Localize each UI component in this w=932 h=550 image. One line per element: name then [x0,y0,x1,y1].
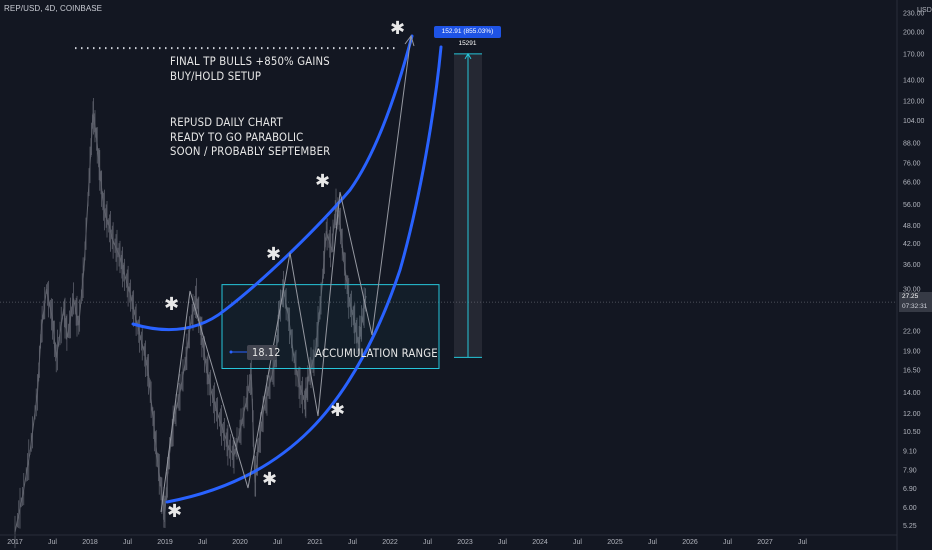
symbol-header[interactable]: REP/USD, 4D, COINBASE [4,4,103,13]
range-low-label: 18.12 [252,346,281,359]
y-tick-label: 10.50 [903,429,921,436]
final-tp-line-1: FINAL TP BULLS +850% GAINS [170,54,330,68]
star-marker-1: ✱ [390,18,406,39]
x-tick-label: Jul [123,539,132,546]
y-tick-label: 170.00 [903,51,925,58]
measure-arrow [464,52,472,60]
x-tick-label: 2021 [307,539,323,546]
final-tp-line-2: BUY/HOLD SETUP [170,68,262,83]
y-tick-label: 16.50 [903,368,921,375]
x-tick-label: 2022 [382,539,398,546]
x-tick-label: 2020 [232,539,248,546]
x-tick-label: Jul [498,539,507,546]
x-tick-label: 2018 [82,539,98,546]
x-tick-label: Jul [423,539,432,546]
star-marker-4: ✱ [164,294,180,315]
description-note: REPUSD DAILY CHART READY TO GO PARABOLIC… [170,115,330,159]
star-marker-5: ✱ [330,400,346,421]
y-tick-label: 14.00 [903,390,921,397]
y-tick-label: 9.10 [903,448,917,455]
x-tick-label: 2024 [532,539,548,546]
y-tick-label: 36.00 [903,262,921,269]
projection-path [160,35,412,513]
star-marker-6: ✱ [262,469,278,490]
description-line-3: SOON / PROBABLY SEPTEMBER [170,144,331,158]
y-tick-label: 200.00 [903,29,925,36]
description-line-1: REPUSD DAILY CHART [170,115,283,129]
range-low-badge[interactable] [247,345,277,360]
y-tick-label: 30.00 [903,287,921,294]
x-tick-label: Jul [198,539,207,546]
y-tick-label: 48.00 [903,223,921,230]
x-tick-label: 2017 [7,539,23,546]
y-tick-label: 104.00 [903,118,925,125]
price-axis: 230.00 200.00 170.00 140.00 120.00 104.00 88.0… [896,0,932,550]
y-tick-label: 22.00 [903,329,921,336]
y-tick-label: 66.00 [903,180,921,187]
x-tick-label: 2019 [157,539,173,546]
description-line-2: READY TO GO PARABOLIC [170,129,304,144]
measure-label[interactable]: 152.91 (855.03%) 15291 [434,26,501,47]
y-tick-label: 6.90 [903,486,917,493]
final-tp-note: FINAL TP BULLS +850% GAINS BUY/HOLD SETU… [170,54,330,83]
y-unit-label: USD [917,7,932,14]
accumulation-range-label: ACCUMULATION RANGE [315,346,438,360]
x-tick-label: 2026 [682,539,698,546]
y-tick-label: 140.00 [903,78,925,85]
projection-arrow [404,34,415,47]
x-tick-label: Jul [798,539,807,546]
y-tick-label: 42.00 [903,241,921,248]
x-tick-label: Jul [648,539,657,546]
x-tick-label: 2023 [457,539,473,546]
range-low-dot [229,350,233,354]
y-tick-label: 19.00 [903,349,921,356]
current-price-tag: 27.25 [899,292,932,302]
y-tick-label: 230.00 [903,10,925,17]
x-tick-label: Jul [273,539,282,546]
y-tick-label: 12.00 [903,411,921,418]
y-tick-label: 88.00 [903,141,921,148]
star-marker-2: ✱ [315,171,331,192]
chart-overlays [0,34,897,513]
x-tick-label: Jul [573,539,582,546]
x-tick-label: Jul [48,539,57,546]
price-series [14,97,367,549]
x-tick-label: 2025 [607,539,623,546]
y-tick-label: 76.00 [903,161,921,168]
y-tick-label: 120.00 [903,99,925,106]
parabolic-curve-1 [131,34,414,332]
star-marker-7: ✱ [167,501,183,522]
x-tick-label: Jul [348,539,357,546]
y-tick-label: 56.00 [903,202,921,209]
x-tick-label: 2027 [757,539,773,546]
time-axis: 2017 Jul 2018 Jul 2019 Jul 2020 Jul 2021 Jul 2022 J… [0,534,897,546]
x-tick-label: Jul [723,539,732,546]
y-tick-label: 6.00 [903,505,917,512]
y-tick-label: 5.25 [903,523,917,530]
star-marker-3: ✱ [266,244,282,265]
countdown-tag: 07:32:31 [899,302,932,312]
y-tick-label: 7.90 [903,467,917,474]
